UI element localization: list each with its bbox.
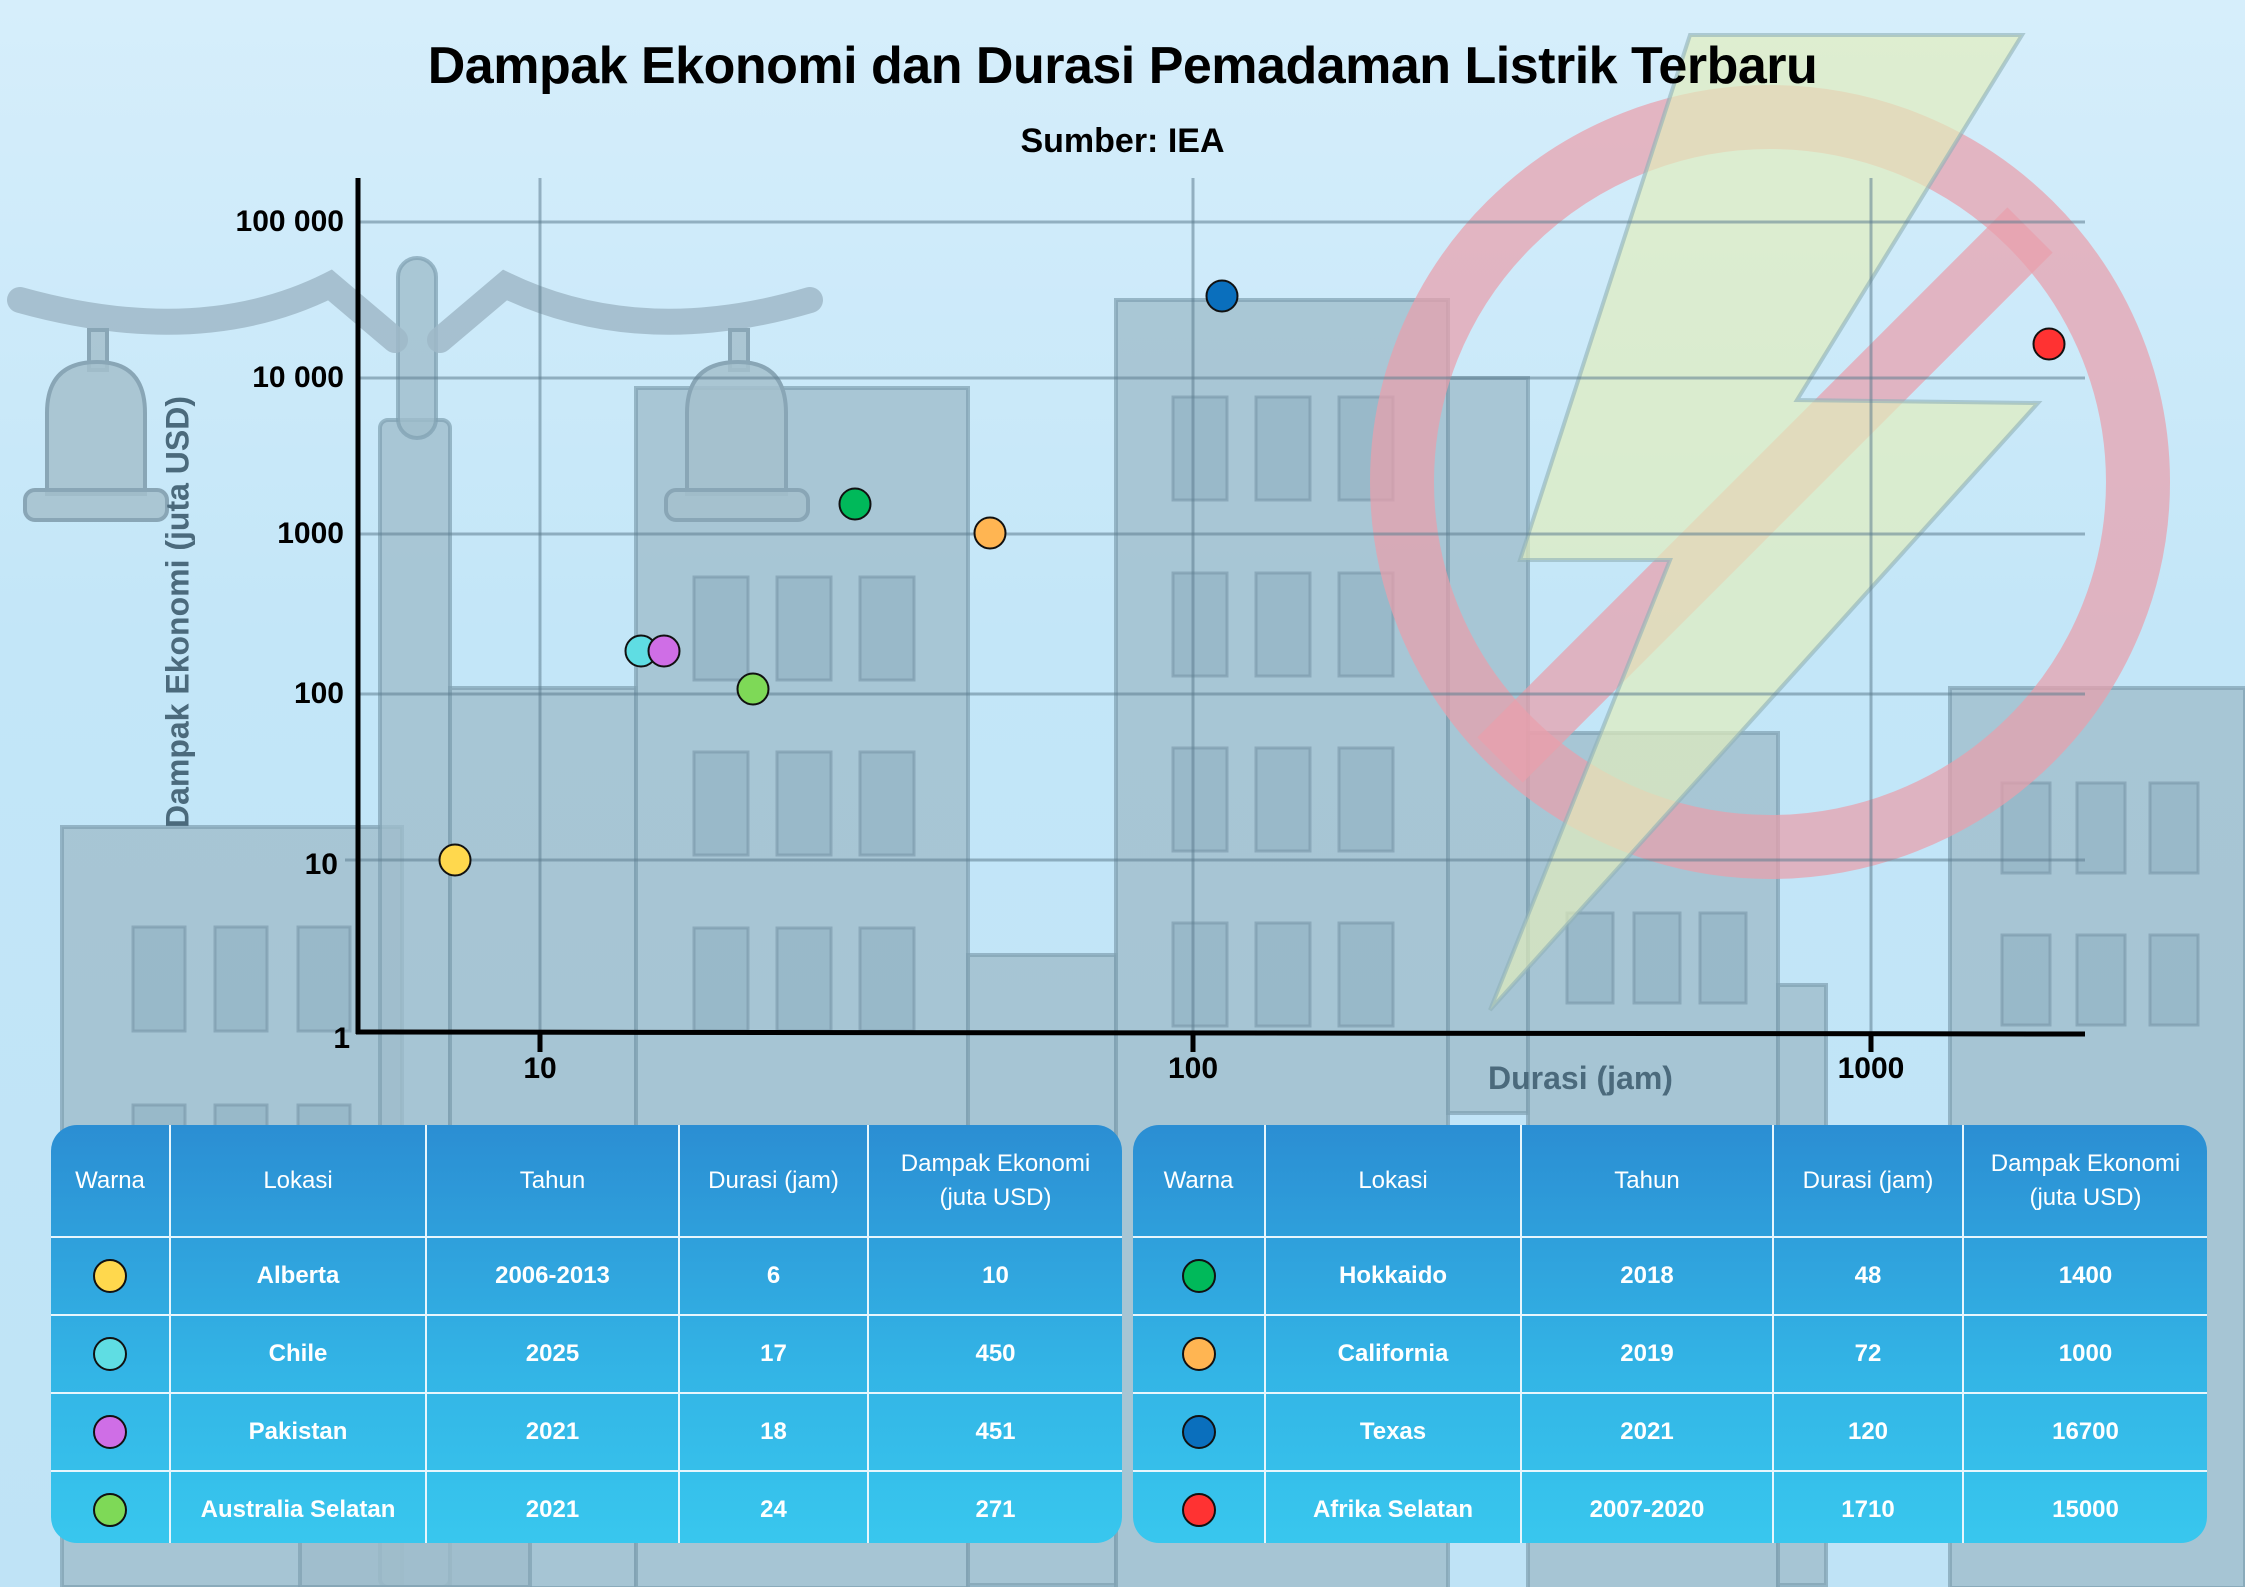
- cell-dampak: 450: [867, 1314, 1122, 1394]
- color-swatch-icon: [1181, 1415, 1216, 1449]
- cell-lokasi: Australia Selatan: [169, 1470, 427, 1543]
- cell-dampak: 271: [867, 1470, 1122, 1543]
- table-row: Alberta 2006-2013 6 10: [51, 1236, 1122, 1316]
- cell-tahun: 2025: [425, 1314, 680, 1394]
- cell-dampak: 451: [867, 1392, 1122, 1472]
- x-tick-label: 100: [1167, 1052, 1219, 1085]
- table-row: Afrika Selatan 2007-2020 1710 15000: [1133, 1470, 2207, 1543]
- cell-lokasi: Alberta: [169, 1236, 427, 1316]
- cell-lokasi: Texas: [1264, 1392, 1522, 1472]
- x-axis-label: Durasi (jam): [1488, 1060, 1673, 1096]
- cell-tahun: 2021: [1520, 1392, 1774, 1472]
- cell-lokasi: Afrika Selatan: [1264, 1470, 1522, 1543]
- header-tahun: Tahun: [425, 1125, 680, 1238]
- cell-dampak: 1000: [1962, 1314, 2207, 1394]
- cell-durasi: 72: [1772, 1314, 1964, 1394]
- color-swatch-icon: [1181, 1337, 1216, 1371]
- data-point-california[interactable]: [973, 516, 1007, 550]
- header-lokasi: Lokasi: [1264, 1125, 1522, 1238]
- cell-dampak: 10: [867, 1236, 1122, 1316]
- data-point-afrika-selatan[interactable]: [2032, 327, 2066, 361]
- header-durasi: Durasi (jam): [1772, 1125, 1964, 1238]
- x-tick-label: 1000: [1837, 1052, 1905, 1085]
- y-tick-label: 100: [293, 677, 344, 710]
- no-electricity-sign-icon: [1370, 33, 2170, 1012]
- color-swatch-icon: [93, 1259, 127, 1293]
- data-point-alberta[interactable]: [438, 843, 472, 877]
- x-tick-label: 10: [523, 1052, 557, 1085]
- y-tick-label: 1: [333, 1022, 350, 1055]
- color-swatch-icon: [93, 1337, 127, 1371]
- table-row: Australia Selatan 2021 24 271: [51, 1470, 1122, 1543]
- cell-tahun: 2007-2020: [1520, 1470, 1774, 1543]
- cell-dampak: 16700: [1962, 1392, 2207, 1472]
- cell-durasi: 6: [678, 1236, 869, 1316]
- table-row: Pakistan 2021 18 451: [51, 1392, 1122, 1472]
- cell-lokasi: Pakistan: [169, 1392, 427, 1472]
- data-point-texas[interactable]: [1205, 279, 1239, 313]
- cell-tahun: 2021: [425, 1470, 680, 1543]
- data-table-right: Warna Lokasi Tahun Durasi (jam) Dampak E…: [1133, 1125, 2207, 1543]
- cell-tahun: 2019: [1520, 1314, 1774, 1394]
- header-dampak: Dampak Ekonomi (juta USD): [867, 1125, 1122, 1238]
- table-header-row: Warna Lokasi Tahun Durasi (jam) Dampak E…: [51, 1125, 1122, 1238]
- y-tick-label: 10: [304, 848, 338, 881]
- y-tick-label: 10 000: [252, 361, 344, 394]
- header-warna: Warna: [1133, 1125, 1266, 1238]
- color-swatch-icon: [93, 1415, 127, 1449]
- cell-lokasi: California: [1264, 1314, 1522, 1394]
- cell-durasi: 17: [678, 1314, 869, 1394]
- cell-lokasi: Chile: [169, 1314, 427, 1394]
- grid-lines: [345, 178, 2085, 1032]
- table-header-row: Warna Lokasi Tahun Durasi (jam) Dampak E…: [1133, 1125, 2207, 1238]
- chart-subtitle: Sumber: IEA: [1020, 122, 1225, 160]
- cell-lokasi: Hokkaido: [1264, 1236, 1522, 1316]
- header-warna: Warna: [51, 1125, 171, 1238]
- y-tick-label: 1000: [277, 517, 344, 550]
- header-tahun: Tahun: [1520, 1125, 1774, 1238]
- cell-durasi: 48: [1772, 1236, 1964, 1316]
- color-swatch-icon: [1181, 1259, 1216, 1293]
- table-row: Hokkaido 2018 48 1400: [1133, 1236, 2207, 1316]
- cell-durasi: 120: [1772, 1392, 1964, 1472]
- data-point-australia-selatan[interactable]: [736, 672, 770, 706]
- cell-durasi: 1710: [1772, 1470, 1964, 1543]
- cell-durasi: 24: [678, 1470, 869, 1543]
- y-axis-label: Dampak Ekonomi (juta USD): [159, 395, 196, 829]
- table-row: California 2019 72 1000: [1133, 1314, 2207, 1394]
- color-swatch-icon: [93, 1493, 127, 1527]
- table-row: Chile 2025 17 450: [51, 1314, 1122, 1394]
- cell-dampak: 15000: [1962, 1470, 2207, 1543]
- color-swatch-icon: [1181, 1493, 1216, 1527]
- y-tick-label: 100 000: [235, 205, 344, 238]
- header-dampak: Dampak Ekonomi (juta USD): [1962, 1125, 2207, 1238]
- cell-durasi: 18: [678, 1392, 869, 1472]
- table-row: Texas 2021 120 16700: [1133, 1392, 2207, 1472]
- cell-tahun: 2006-2013: [425, 1236, 680, 1316]
- data-point-hokkaido[interactable]: [838, 487, 872, 521]
- street-lamp-icon: [7, 269, 823, 353]
- axes: [355, 178, 2086, 1052]
- cell-tahun: 2018: [1520, 1236, 1774, 1316]
- chart-title: Dampak Ekonomi dan Durasi Pemadaman List…: [427, 37, 1818, 95]
- data-point-pakistan[interactable]: [647, 634, 681, 668]
- header-lokasi: Lokasi: [169, 1125, 427, 1238]
- data-table-left: Warna Lokasi Tahun Durasi (jam) Dampak E…: [51, 1125, 1122, 1543]
- header-durasi: Durasi (jam): [678, 1125, 869, 1238]
- cell-dampak: 1400: [1962, 1236, 2207, 1316]
- cell-tahun: 2021: [425, 1392, 680, 1472]
